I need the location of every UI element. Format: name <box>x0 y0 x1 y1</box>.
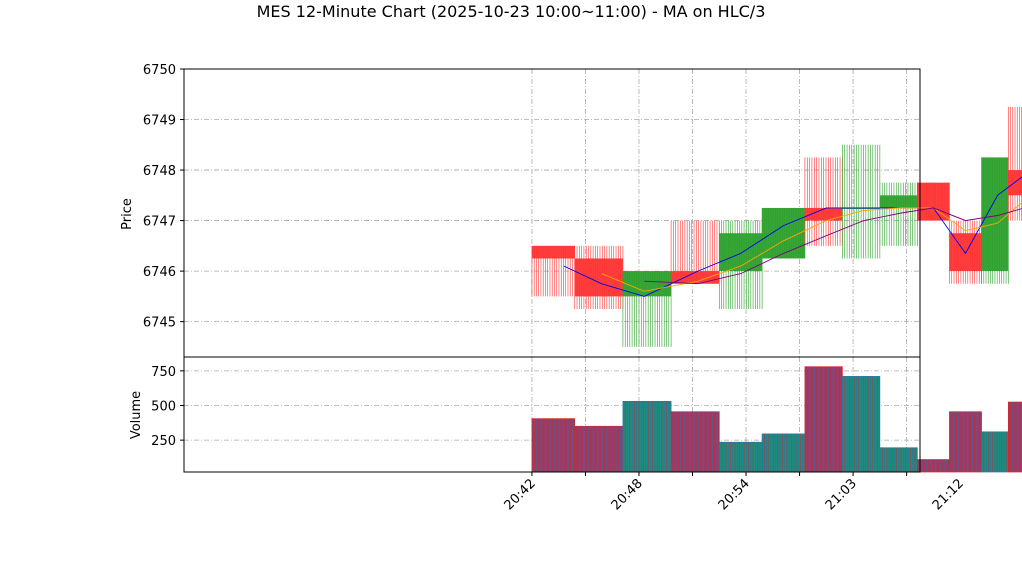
candle-body <box>531 245 575 259</box>
time-tick-label: 21:03 <box>823 476 860 513</box>
volume-bar <box>574 425 624 473</box>
down-candle <box>1008 106 1022 221</box>
up-candle <box>761 207 806 259</box>
price-tick-label: 6746 <box>143 265 176 280</box>
candle-body <box>804 207 843 221</box>
price-tick-label: 6745 <box>143 316 176 331</box>
down-candle <box>804 157 843 246</box>
candle-body <box>981 157 1009 272</box>
down-candle <box>917 182 950 221</box>
volume-bar-body <box>574 425 624 473</box>
volume-bar <box>981 431 1009 473</box>
volume-bar <box>761 433 806 473</box>
volume-tick-label: 750 <box>151 365 176 380</box>
moving-average-line <box>644 207 1022 285</box>
volume-bar <box>804 366 843 473</box>
price-tick-label: 6750 <box>143 63 176 78</box>
chart-title: MES 12-Minute Chart (2025-10-23 10:00~11… <box>257 2 766 21</box>
volume-tick-label: 250 <box>151 434 176 449</box>
volume-bar-body <box>531 418 576 473</box>
candle-body <box>917 182 950 221</box>
volume-bar <box>718 441 763 473</box>
time-tick-label: 21:12 <box>930 476 967 513</box>
up-candle <box>842 144 881 259</box>
volume-bar <box>949 411 982 473</box>
candle-body <box>574 258 623 297</box>
up-candle <box>981 157 1009 284</box>
price-axis-label: Price <box>120 198 135 230</box>
down-candle <box>949 220 982 284</box>
up-candle <box>718 220 763 309</box>
moving-average-line <box>563 176 1022 297</box>
volume-bar-body <box>622 400 672 473</box>
time-tick-label: 20:42 <box>502 476 539 513</box>
candle-body <box>879 195 918 208</box>
down-candle <box>670 220 720 284</box>
volume-panel-frame <box>183 356 921 473</box>
price-tick-label: 6747 <box>143 215 176 230</box>
volume-axis: 250 500 750 <box>151 365 184 449</box>
candle-body <box>671 271 720 284</box>
up-candle <box>879 182 918 246</box>
volume-bar <box>531 418 576 473</box>
moving-average-line <box>601 201 1022 292</box>
volume-bar <box>842 376 881 473</box>
down-candle <box>574 245 624 309</box>
candle-body <box>842 207 880 209</box>
volume-bars <box>531 366 1022 473</box>
volume-bar <box>916 459 950 473</box>
moving-averages <box>563 176 1022 297</box>
price-tick-label: 6748 <box>143 164 176 179</box>
volume-bar-body <box>718 441 763 473</box>
candle-body <box>949 233 982 272</box>
volume-axis-label: Volume <box>129 391 144 439</box>
volume-bar-body <box>761 433 806 473</box>
volume-bar <box>670 411 720 473</box>
volume-bar <box>1007 401 1022 473</box>
volume-bar-body <box>670 411 720 473</box>
volume-bar <box>879 447 918 473</box>
time-tick-label: 20:54 <box>716 476 753 513</box>
candle-body <box>762 207 805 259</box>
price-axis: 6745 6746 6747 6748 6749 6750 <box>143 63 184 331</box>
candle-body <box>719 233 763 272</box>
volume-bar <box>622 400 672 473</box>
price-tick-label: 6749 <box>143 114 176 129</box>
candle-body <box>1008 170 1022 196</box>
volume-tick-label: 500 <box>151 399 176 414</box>
time-tick-label: 20:48 <box>609 476 646 513</box>
